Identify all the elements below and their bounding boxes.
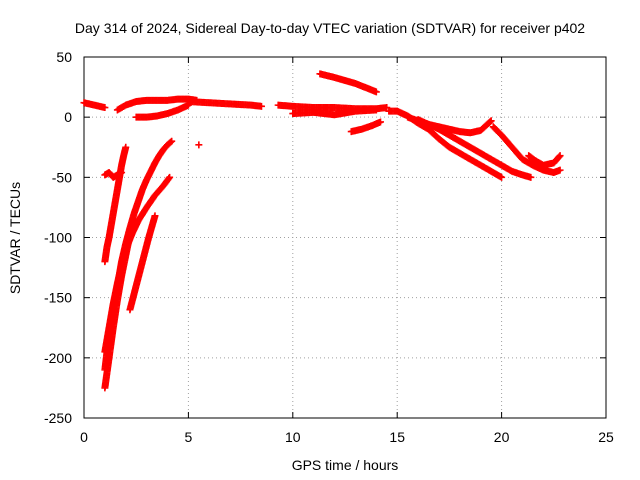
series-arc-17: [126, 212, 159, 314]
y-tick-label: 0: [64, 109, 72, 125]
x-tick-label: 0: [80, 429, 88, 445]
data-point: [372, 88, 380, 96]
data-point: [195, 141, 203, 149]
data-point: [167, 138, 175, 146]
series-arc-20: [195, 141, 203, 149]
y-tick-label: -150: [44, 290, 72, 306]
axis-ticks: -250 -200 -150 -100 -50 0 50 0 5 10 15 20 25: [44, 49, 614, 445]
data-points: [80, 70, 564, 392]
plot-frame: [83, 56, 607, 419]
data-point: [498, 173, 506, 181]
gridlines: [84, 57, 606, 418]
series-arc-16: [101, 173, 174, 356]
series-arc-19: [101, 169, 126, 181]
data-point: [527, 173, 535, 181]
data-point: [166, 173, 174, 181]
y-tick-label: -250: [44, 410, 72, 426]
data-point: [372, 106, 380, 114]
x-tick-label: 10: [285, 429, 301, 445]
data-point: [486, 118, 494, 126]
series-arc-13: [525, 152, 564, 169]
data-point: [168, 137, 176, 145]
data-point: [383, 104, 391, 112]
y-tick-label: -200: [44, 350, 72, 366]
data-point: [122, 143, 130, 151]
series-arc-08: [347, 118, 384, 136]
data-point: [556, 166, 564, 174]
data-point: [556, 152, 564, 160]
x-tick-label: 25: [598, 429, 614, 445]
x-tick-label: 20: [494, 429, 510, 445]
series-arc-09: [385, 107, 506, 181]
data-point: [101, 104, 109, 112]
data-point: [118, 169, 126, 177]
data-point: [257, 102, 265, 110]
series-arc-06: [289, 106, 380, 119]
y-tick-label: 50: [56, 49, 72, 65]
series-arc-18: [101, 143, 130, 266]
x-tick-label: 15: [389, 429, 405, 445]
x-axis-label: GPS time / hours: [292, 457, 399, 473]
series-arc-12: [489, 123, 564, 177]
series-arc-11: [414, 116, 535, 181]
data-point: [487, 117, 495, 125]
y-tick-label: -50: [52, 169, 72, 185]
series-arc-04: [184, 98, 265, 110]
x-tick-label: 5: [185, 429, 193, 445]
series-arc-07: [316, 70, 380, 96]
data-point: [555, 153, 563, 161]
data-point: [376, 118, 384, 126]
y-axis-label: SDTVAR / TECUs: [7, 182, 23, 294]
series-arc-01: [80, 99, 109, 112]
y-tick-label: -100: [44, 230, 72, 246]
data-point: [151, 212, 159, 220]
series-arc-03: [132, 101, 192, 121]
chart-title: Day 314 of 2024, Sidereal Day-to-day VTE…: [75, 20, 585, 36]
